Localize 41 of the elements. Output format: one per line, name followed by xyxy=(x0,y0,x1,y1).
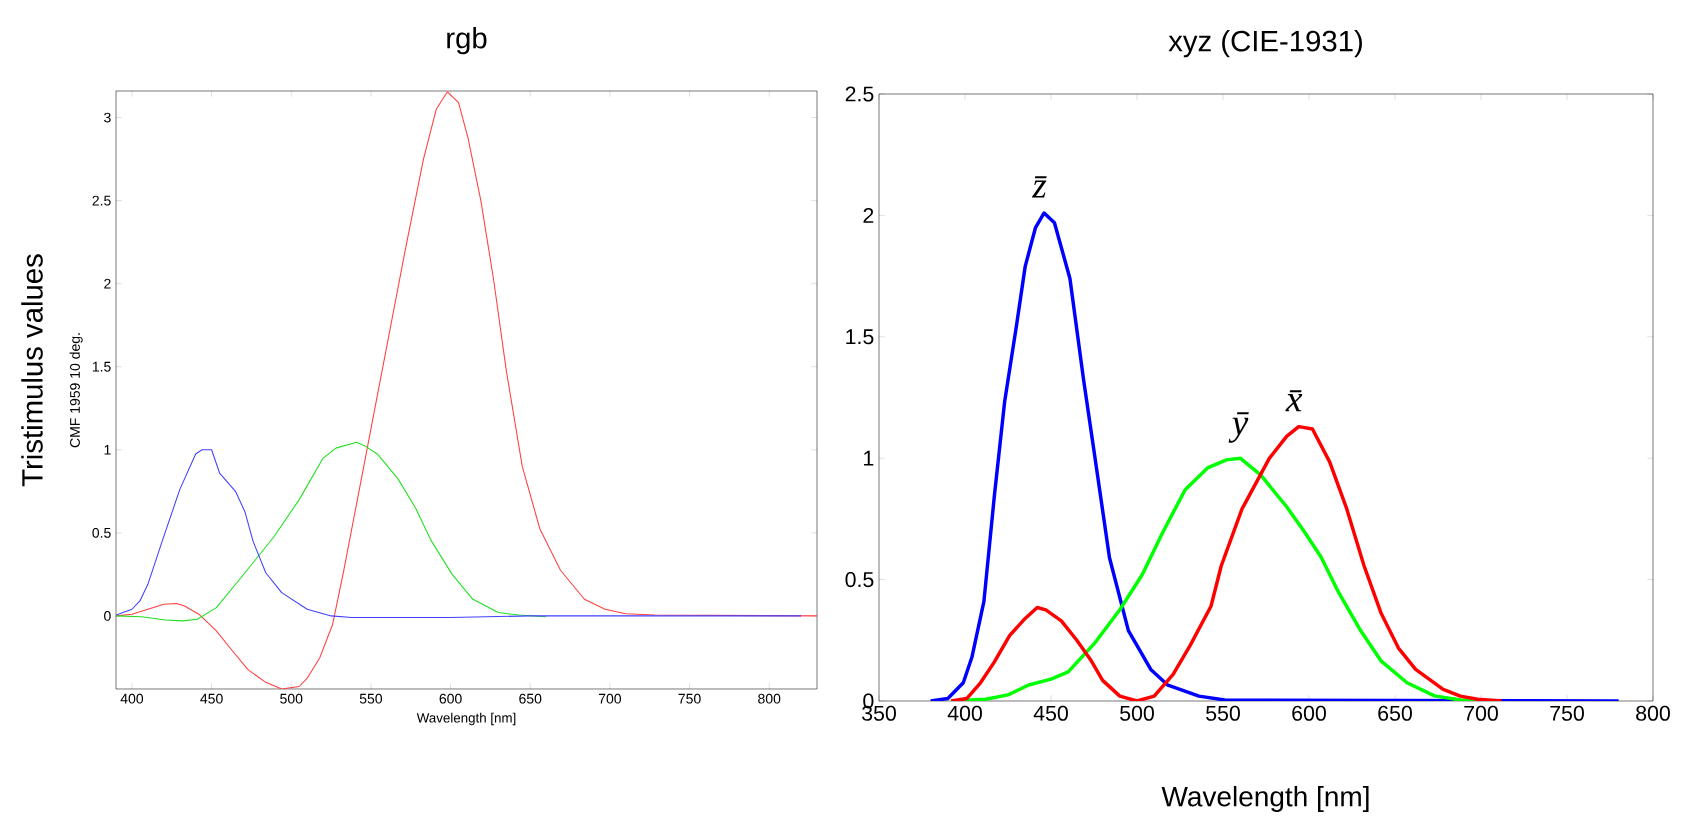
y-tick-label: 1.5 xyxy=(846,329,874,345)
x-axis-title: Wavelength [nm] xyxy=(1161,785,1369,813)
y-tick-label: 0 xyxy=(104,610,111,621)
x-tick-label: 650 xyxy=(1378,705,1412,721)
x-tick-label: 800 xyxy=(758,693,781,704)
text: Tristimulus values xyxy=(21,254,43,487)
x-tick-label: 550 xyxy=(1206,705,1240,721)
y-axis-title: CMF 1959 10 deg. xyxy=(69,333,83,448)
x-tick-label: 500 xyxy=(280,693,303,704)
x-tick-label: 800 xyxy=(1636,705,1670,721)
x-tick-label: 400 xyxy=(120,693,144,704)
x-tick-label: 450 xyxy=(200,693,223,704)
x-axis-title: Wavelength [nm] xyxy=(416,712,516,726)
x-tick-label: 600 xyxy=(439,693,462,704)
series-label: ȳ xyxy=(1228,412,1249,443)
y-tick-label: 2.5 xyxy=(845,86,874,102)
chart-title: rgb xyxy=(447,26,487,55)
x-tick-label: 500 xyxy=(1120,705,1154,721)
y-tick-label: 2 xyxy=(104,278,111,289)
x-tick-label: 750 xyxy=(678,693,701,704)
x-tick-label: 550 xyxy=(359,693,383,704)
y-tick-label: 1 xyxy=(104,444,111,455)
y-tick-label: 0.5 xyxy=(92,527,111,538)
chart-title: xyz (CIE-1931) xyxy=(1168,29,1362,58)
x-tick-label: 450 xyxy=(1033,705,1068,721)
y-tick-label: 3 xyxy=(104,112,111,123)
y-tick-label: 1 xyxy=(864,450,874,466)
series-label: x̄ xyxy=(1285,390,1303,412)
y-tick-label: 0.5 xyxy=(845,572,874,588)
x-tick-label: 600 xyxy=(1292,705,1326,721)
y-tick-label: 2 xyxy=(863,207,874,223)
y-tick-label: 2.5 xyxy=(92,195,111,206)
x-tick-label: 700 xyxy=(598,693,622,704)
line-series xyxy=(116,91,818,689)
series-label: z̄ xyxy=(1031,176,1047,198)
x-tick-label: 750 xyxy=(1550,705,1584,721)
x-tick-label: 700 xyxy=(1464,705,1498,721)
x-tick-label: 400 xyxy=(947,705,982,721)
line-series xyxy=(928,211,1621,701)
y-tick-label: 1.5 xyxy=(92,361,111,372)
x-tick-label: 650 xyxy=(519,693,542,704)
